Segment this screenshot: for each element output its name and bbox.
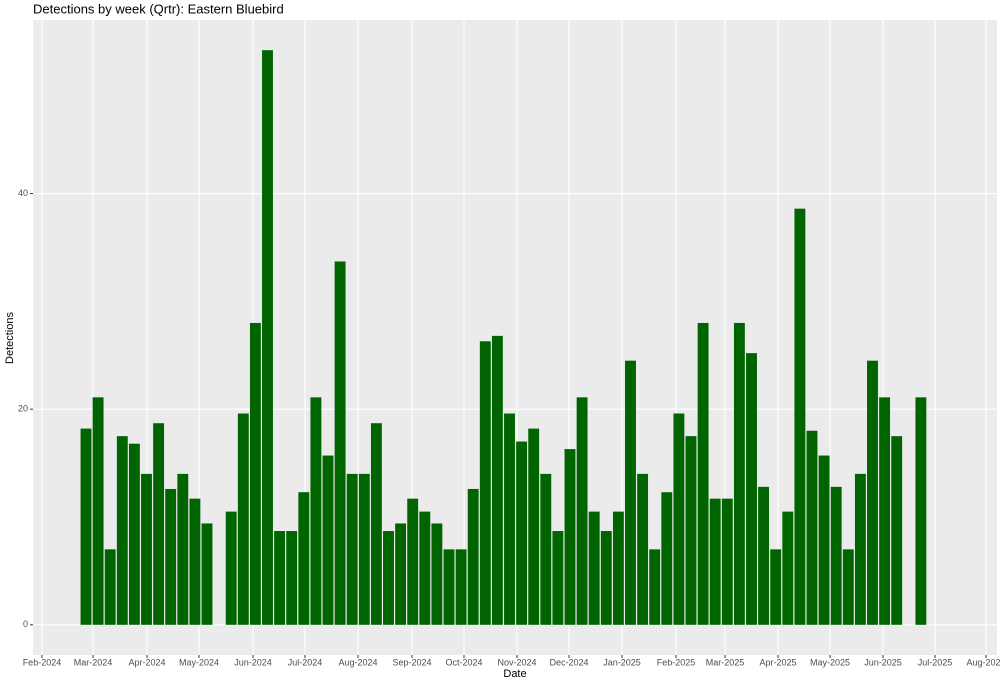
y-tick-label: 0 <box>23 619 28 629</box>
bar <box>80 428 92 625</box>
y-tick-label: 20 <box>18 404 28 414</box>
x-tick-label: Sep-2024 <box>392 657 431 667</box>
bar <box>564 449 576 625</box>
y-tick-label: 40 <box>18 188 28 198</box>
x-tick-label: Dec-2024 <box>550 657 589 667</box>
bar <box>491 335 503 625</box>
x-tick-label: May-2025 <box>810 657 850 667</box>
bar <box>249 322 261 625</box>
bar <box>177 473 189 625</box>
bar <box>201 523 213 625</box>
bar <box>758 486 770 625</box>
bar <box>310 397 322 625</box>
bar <box>540 473 552 625</box>
y-axis-title: Detections <box>4 312 16 364</box>
bar <box>818 455 830 625</box>
bars <box>80 50 927 625</box>
x-tick-label: Jul-2025 <box>918 657 953 667</box>
bar <box>237 413 249 625</box>
bar <box>649 549 661 625</box>
bar <box>733 322 745 625</box>
bar <box>443 549 455 625</box>
bar <box>782 511 794 625</box>
bar <box>697 322 709 625</box>
x-tick-label: Mar-2024 <box>74 657 113 667</box>
bar <box>588 511 600 625</box>
x-tick-label: Feb-2025 <box>657 657 696 667</box>
bar <box>225 511 237 625</box>
x-tick-label: May-2024 <box>179 657 219 667</box>
bar <box>528 428 540 625</box>
bar <box>746 353 757 625</box>
bar <box>637 473 649 625</box>
x-tick-label: Apr-2024 <box>128 657 165 667</box>
bar <box>891 436 903 625</box>
bar <box>685 436 697 625</box>
x-tick-label: Jul-2024 <box>288 657 323 667</box>
bar <box>867 360 878 625</box>
bar <box>842 549 854 625</box>
bar <box>504 413 515 625</box>
x-tick-label: Nov-2024 <box>497 657 536 667</box>
bar <box>467 488 479 625</box>
bar <box>262 50 273 625</box>
bar <box>395 523 407 625</box>
bar <box>104 549 116 625</box>
bar <box>879 397 891 625</box>
x-tick-label: Jun-2024 <box>234 657 272 667</box>
bar <box>92 397 104 625</box>
bar <box>274 531 286 625</box>
bar <box>673 413 685 625</box>
x-tick-label: Feb-2024 <box>23 657 62 667</box>
bar <box>806 430 818 625</box>
bar <box>128 443 140 625</box>
bar <box>346 473 358 625</box>
bar <box>600 531 612 625</box>
bar <box>370 423 382 625</box>
x-tick-label: Aug-2025 <box>966 657 1000 667</box>
bar <box>661 492 673 625</box>
x-tick-label: Oct-2024 <box>445 657 482 667</box>
bar <box>419 511 431 625</box>
bar <box>830 486 842 625</box>
x-tick-label: Jan-2025 <box>603 657 641 667</box>
bar <box>516 441 528 625</box>
bar <box>383 531 394 625</box>
bar <box>854 473 866 625</box>
bar <box>286 531 298 625</box>
bar <box>431 523 443 625</box>
x-tick-label: Aug-2024 <box>338 657 377 667</box>
bar <box>189 498 201 625</box>
bar <box>455 549 467 625</box>
bar <box>709 498 721 625</box>
x-tick-label: Apr-2025 <box>759 657 796 667</box>
bar <box>141 473 152 625</box>
bar <box>479 341 491 625</box>
bar <box>625 360 636 625</box>
bar <box>770 549 782 625</box>
bar <box>153 423 165 625</box>
x-tick-label: Jun-2025 <box>864 657 902 667</box>
bar <box>322 455 334 625</box>
bar <box>915 397 927 625</box>
bar <box>552 531 564 625</box>
bar <box>794 208 806 625</box>
bar <box>358 473 370 625</box>
bar <box>116 436 128 625</box>
bar <box>612 511 624 625</box>
bar <box>576 397 588 625</box>
bar <box>298 492 310 625</box>
bar <box>721 498 733 625</box>
x-axis-title: Date <box>503 668 526 680</box>
x-tick-label: Mar-2025 <box>706 657 745 667</box>
chart-title: Detections by week (Qrtr): Eastern Blueb… <box>33 1 284 16</box>
bar <box>165 488 177 625</box>
bar <box>407 498 419 625</box>
bar <box>334 261 346 625</box>
